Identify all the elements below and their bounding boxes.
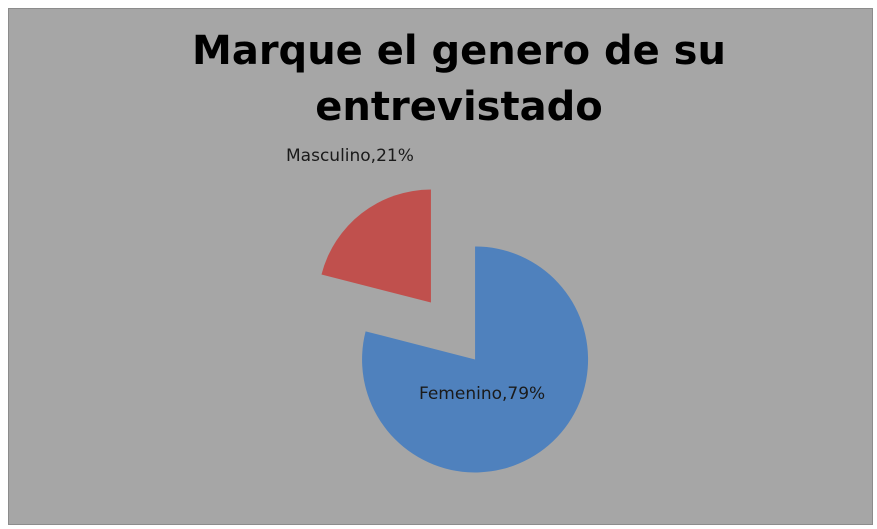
- pie-slice: [321, 189, 431, 303]
- data-label: Femenino,79%: [419, 384, 545, 404]
- chart-title: Marque el genero de su entrevistado: [192, 28, 726, 130]
- data-label: Masculino,21%: [286, 146, 414, 166]
- pie-slice: [362, 246, 589, 473]
- pie-chart: Masculino,21% Femenino,79%: [286, 146, 589, 473]
- chart-frame: Marque el genero de su entrevistado Masc…: [8, 8, 873, 525]
